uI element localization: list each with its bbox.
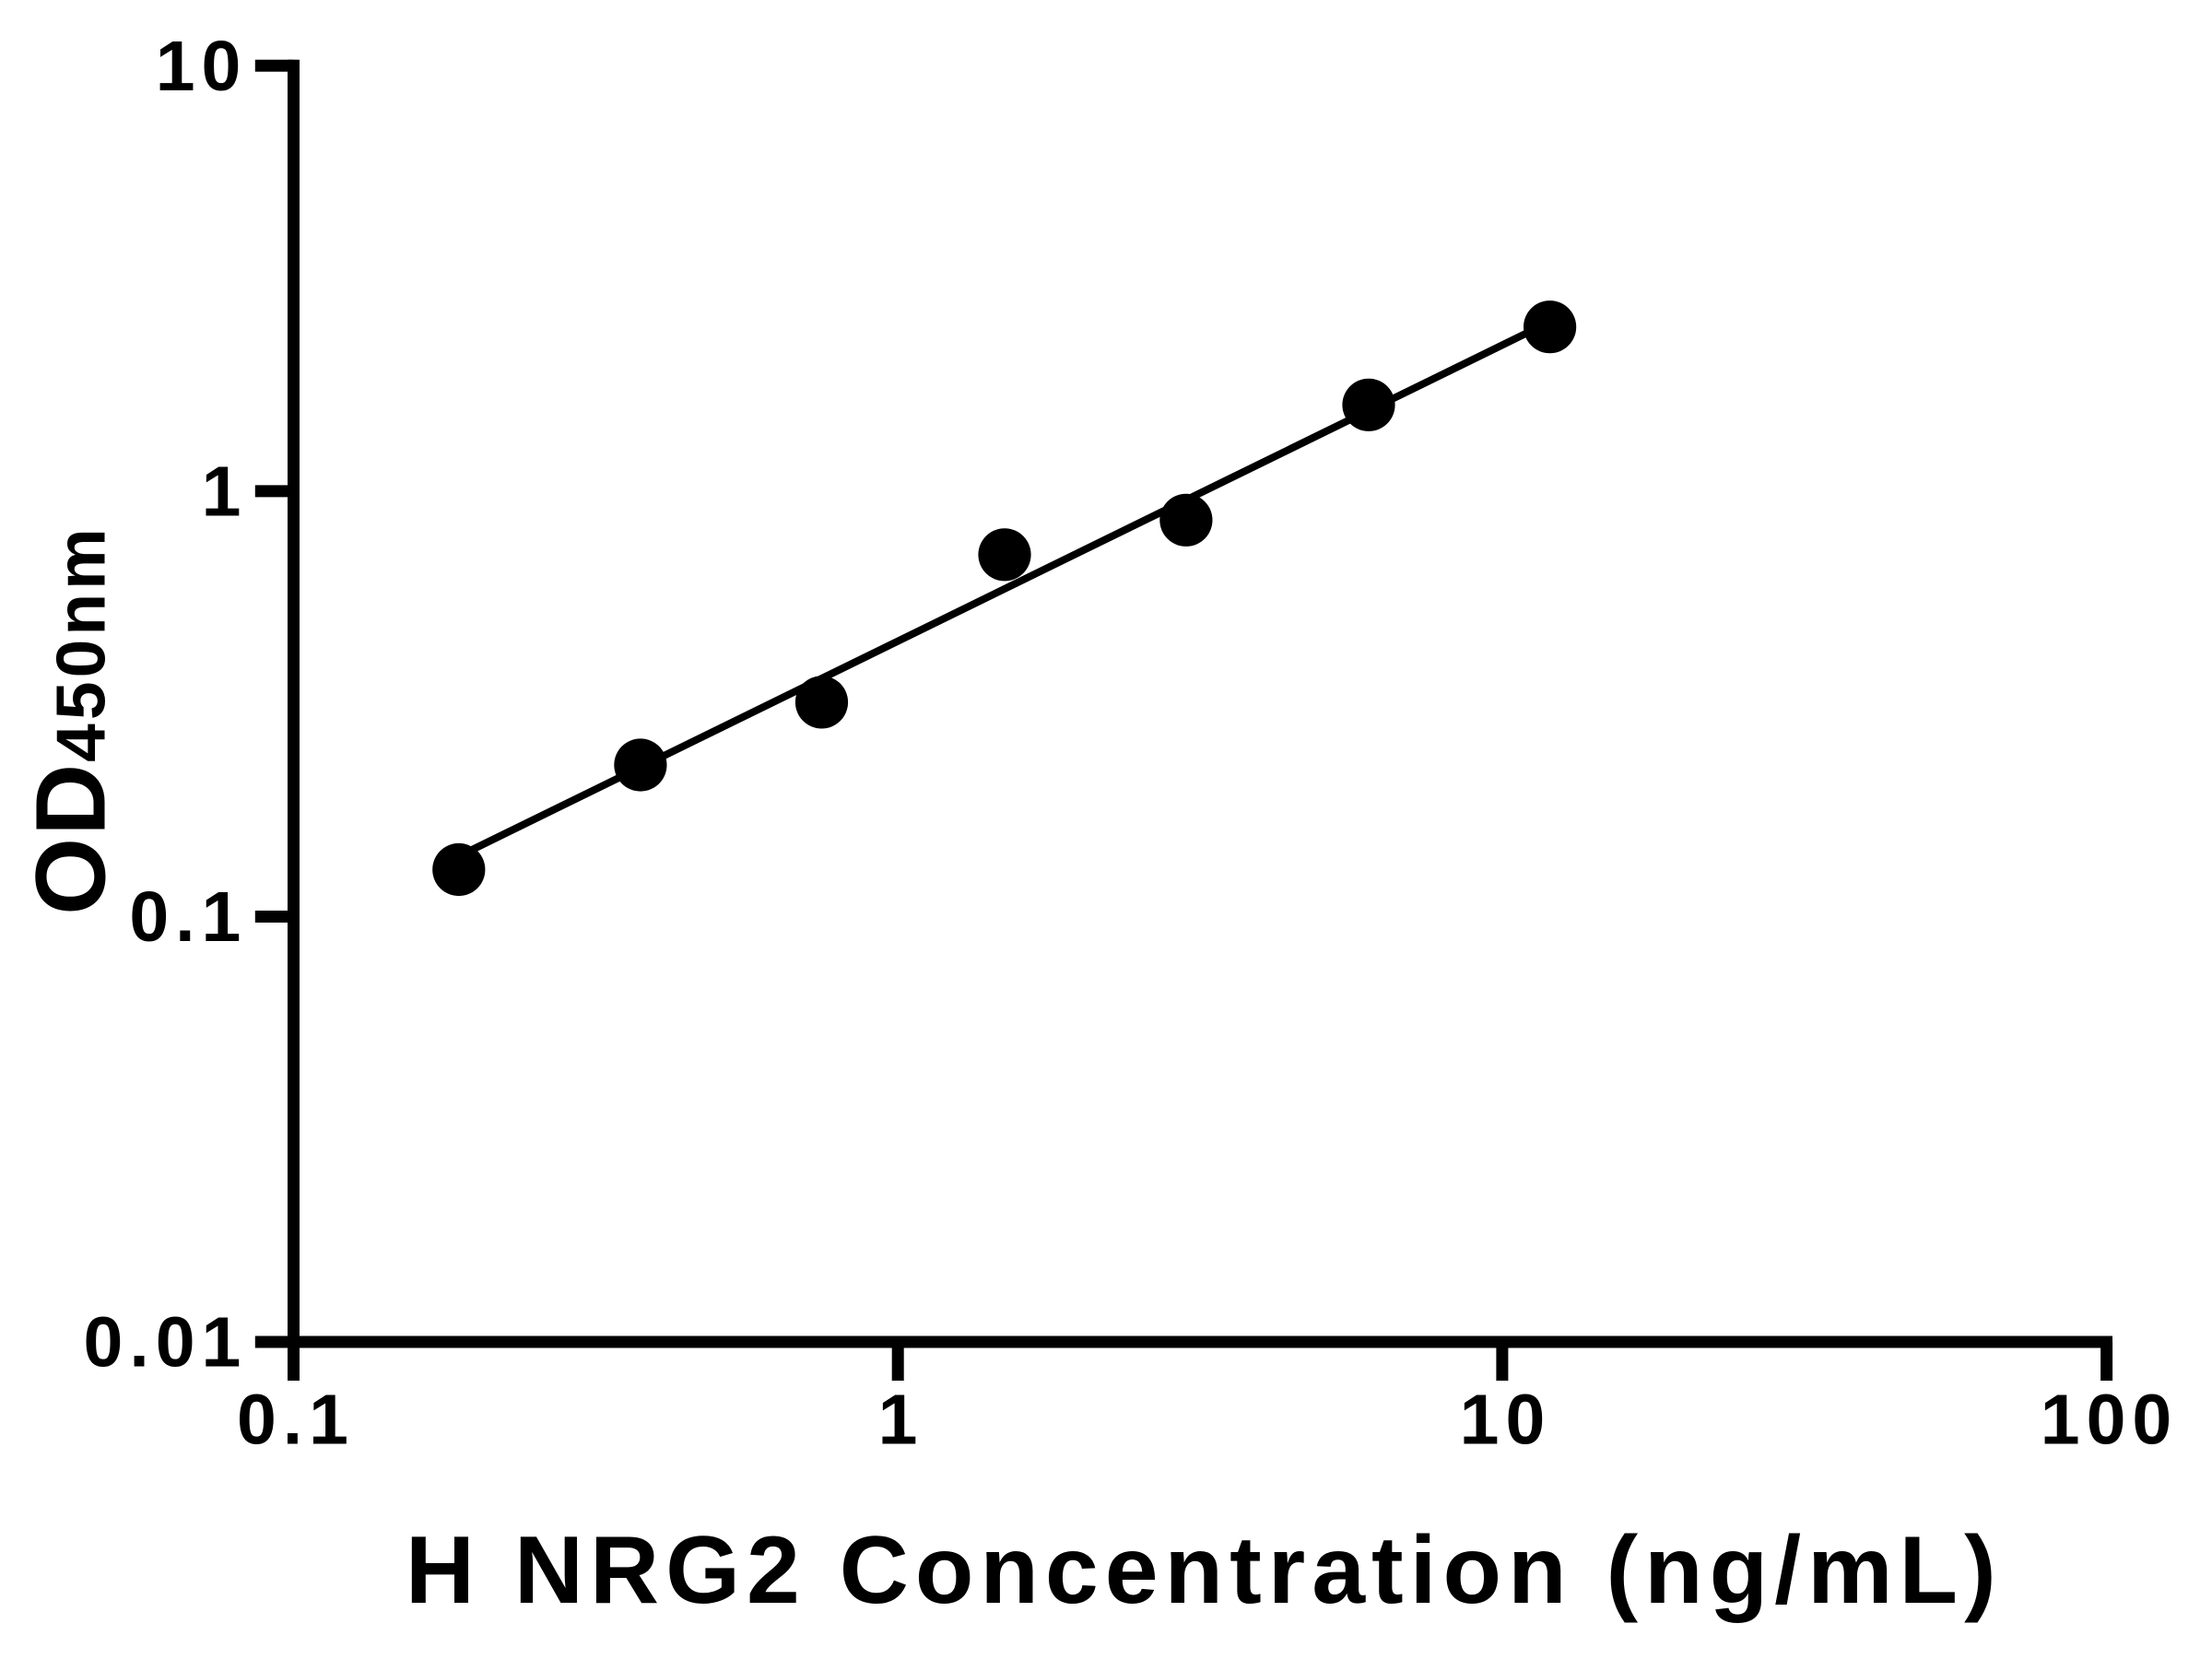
svg-text:H NRG2 Concentration (ng/mL): H NRG2 Concentration (ng/mL) <box>406 1517 2003 1624</box>
svg-text:100: 100 <box>2041 1380 2178 1459</box>
svg-text:0.1: 0.1 <box>237 1380 355 1459</box>
svg-text:0.01: 0.01 <box>84 1303 248 1382</box>
svg-text:1: 1 <box>202 452 248 531</box>
svg-text:1: 1 <box>878 1380 924 1459</box>
svg-text:0.1: 0.1 <box>129 877 247 957</box>
svg-text:10: 10 <box>156 27 248 106</box>
svg-text:10: 10 <box>1460 1380 1552 1459</box>
